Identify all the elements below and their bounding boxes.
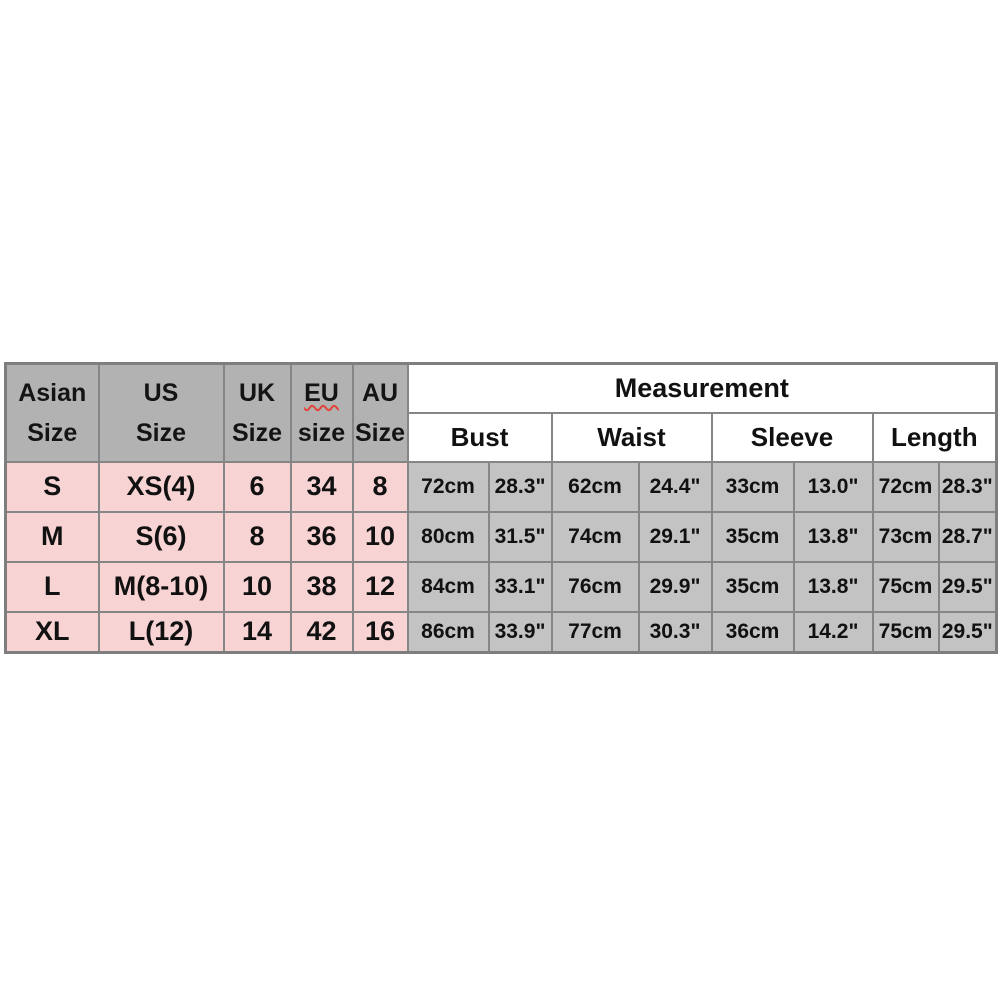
cell-asian-size: S	[4, 460, 100, 513]
cell-waist-in: 30.3"	[637, 610, 713, 654]
cell-uk-size: 6	[222, 460, 292, 513]
cell-asian-size: L	[4, 560, 100, 613]
cell-bust-in: 31.5"	[487, 510, 553, 563]
cell-us-size: XS(4)	[97, 460, 225, 513]
cell-waist-cm: 77cm	[550, 610, 640, 654]
cell-length-in: 28.3"	[937, 460, 998, 513]
cell-bust-cm: 86cm	[406, 610, 490, 654]
header-au-line2: Size	[354, 418, 406, 447]
cell-bust-cm: 80cm	[406, 510, 490, 563]
cell-eu-size: 36	[289, 510, 354, 563]
cell-waist-in: 24.4"	[637, 460, 713, 513]
header-eu-line1: EU	[304, 378, 339, 407]
cell-sleeve-cm: 36cm	[710, 610, 795, 654]
cell-us-size: M(8-10)	[97, 560, 225, 613]
header-us-line1: US	[143, 378, 179, 407]
header-waist: Waist	[550, 411, 713, 463]
cell-waist-in: 29.9"	[637, 560, 713, 613]
cell-bust-in: 33.1"	[487, 560, 553, 613]
table-row-xl: XL L(12) 14 42 16 86cm 33.9" 77cm 30.3" …	[4, 610, 998, 654]
cell-bust-cm: 84cm	[406, 560, 490, 613]
cell-length-cm: 75cm	[871, 560, 940, 613]
header-au-size: AU Size	[351, 362, 409, 463]
cell-au-size: 10	[351, 510, 409, 563]
cell-sleeve-cm: 35cm	[710, 510, 795, 563]
header-uk-size: UK Size	[222, 362, 292, 463]
header-asian-line2: Size	[27, 418, 78, 447]
header-us-line2: Size	[135, 418, 187, 447]
header-sleeve: Sleeve	[710, 411, 874, 463]
header-asian-size: Asian Size	[4, 362, 100, 463]
cell-length-cm: 75cm	[871, 610, 940, 654]
cell-asian-size: XL	[4, 610, 100, 654]
cell-uk-size: 10	[222, 560, 292, 613]
cell-length-cm: 73cm	[871, 510, 940, 563]
cell-sleeve-cm: 35cm	[710, 560, 795, 613]
header-eu-size: EU size	[289, 362, 354, 463]
cell-waist-in: 29.1"	[637, 510, 713, 563]
header-asian-line1: Asian	[18, 378, 87, 407]
cell-bust-in: 28.3"	[487, 460, 553, 513]
cell-us-size: L(12)	[97, 610, 225, 654]
cell-sleeve-in: 13.8"	[792, 560, 874, 613]
cell-bust-in: 33.9"	[487, 610, 553, 654]
header-eu-line2: size	[297, 418, 346, 447]
cell-au-size: 16	[351, 610, 409, 654]
cell-au-size: 8	[351, 460, 409, 513]
table-row-s: S XS(4) 6 34 8 72cm 28.3" 62cm 24.4" 33c…	[4, 460, 998, 513]
cell-length-in: 29.5"	[937, 560, 998, 613]
table-row-m: M S(6) 8 36 10 80cm 31.5" 74cm 29.1" 35c…	[4, 510, 998, 563]
cell-bust-cm: 72cm	[406, 460, 490, 513]
header-uk-line2: Size	[231, 418, 283, 447]
cell-uk-size: 14	[222, 610, 292, 654]
cell-asian-size: M	[4, 510, 100, 563]
cell-eu-size: 38	[289, 560, 354, 613]
header-uk-line1: UK	[238, 378, 276, 407]
header-au-line1: AU	[361, 378, 399, 407]
cell-length-cm: 72cm	[871, 460, 940, 513]
cell-sleeve-in: 13.8"	[792, 510, 874, 563]
header-length: Length	[871, 411, 998, 463]
table-row-l: L M(8-10) 10 38 12 84cm 33.1" 76cm 29.9"…	[4, 560, 998, 613]
cell-waist-cm: 76cm	[550, 560, 640, 613]
header-bust: Bust	[406, 411, 553, 463]
cell-length-in: 28.7"	[937, 510, 998, 563]
header-measurement: Measurement	[406, 362, 998, 414]
cell-eu-size: 42	[289, 610, 354, 654]
size-chart-table: Asian Size US Size UK Size EU size	[4, 362, 999, 654]
cell-au-size: 12	[351, 560, 409, 613]
cell-waist-cm: 74cm	[550, 510, 640, 563]
cell-length-in: 29.5"	[937, 610, 998, 654]
cell-waist-cm: 62cm	[550, 460, 640, 513]
cell-uk-size: 8	[222, 510, 292, 563]
cell-us-size: S(6)	[97, 510, 225, 563]
cell-eu-size: 34	[289, 460, 354, 513]
cell-sleeve-in: 14.2"	[792, 610, 874, 654]
header-us-size: US Size	[97, 362, 225, 463]
cell-sleeve-in: 13.0"	[792, 460, 874, 513]
cell-sleeve-cm: 33cm	[710, 460, 795, 513]
